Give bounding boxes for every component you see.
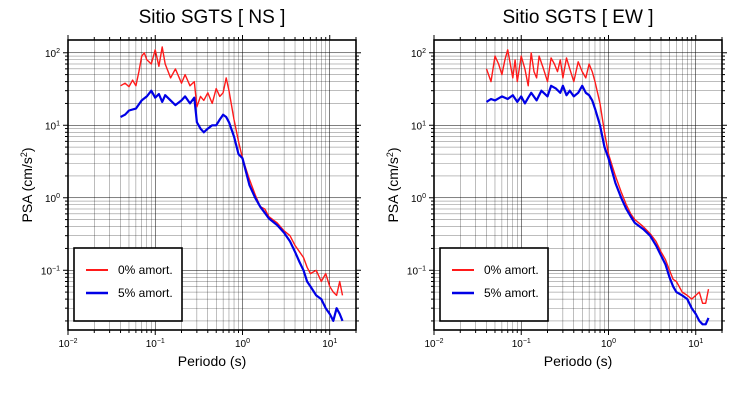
x-tick-label: 101 — [322, 338, 337, 350]
x-tick-label-base: 10 — [688, 339, 700, 350]
plot-frame — [67, 39, 357, 331]
y-tick-label: 10−1 — [41, 265, 60, 277]
x-tick-label-base: 10 — [58, 339, 70, 350]
chart-panel-2: Sitio SGTS [ EW ]10−2 10−1 100 10110−110010… — [385, 7, 727, 369]
y-tick-label-base: 10 — [45, 49, 57, 60]
x-tick-label-base: 10 — [235, 339, 247, 350]
y-tick-label: 100 — [45, 193, 60, 205]
x-tick-label: 10−2 — [424, 338, 443, 350]
y-tick-label: 102 — [411, 48, 426, 60]
x-tick-label-base: 10 — [424, 339, 436, 350]
series-line-damped — [119, 89, 344, 322]
y-axis-label: PSA (cm/s2) — [385, 147, 401, 222]
x-tick-label-base: 10 — [601, 339, 613, 350]
x-axis-label: Periodo (s) — [178, 353, 246, 369]
y-tick-label-base: 10 — [411, 194, 423, 205]
y-axis-label-close: ) — [19, 147, 35, 152]
x-tick-label: 10−1 — [146, 338, 165, 350]
chart-title: Sitio SGTS [ EW ] — [503, 7, 654, 28]
legend-label-damped: 5% amort. — [484, 286, 539, 300]
y-axis-label: PSA (cm/s2) — [19, 147, 35, 222]
x-tick-label-exponent: 1 — [333, 338, 337, 345]
x-tick-label-exponent: −2 — [70, 338, 78, 345]
y-tick-label-exponent: 1 — [56, 120, 60, 127]
series-line-undamped — [485, 49, 710, 304]
y-tick-label-exponent: −1 — [52, 265, 60, 272]
x-tick-label: 101 — [688, 338, 703, 350]
x-tick-label-exponent: −1 — [523, 338, 531, 345]
y-tick-label-base: 10 — [407, 266, 419, 277]
legend-label-undamped: 0% amort. — [118, 263, 173, 277]
x-tick-label: 100 — [601, 338, 616, 350]
legend-label-damped: 5% amort. — [118, 286, 173, 300]
y-tick-label-base: 10 — [411, 121, 423, 132]
y-axis-label-text: PSA (cm/s — [385, 157, 401, 222]
y-tick-label-exponent: 0 — [422, 193, 426, 200]
y-tick-label: 102 — [45, 48, 60, 60]
legend: 0% amort. 5% amort. — [439, 247, 549, 322]
x-axis-label: Periodo (s) — [544, 353, 612, 369]
chart-title: Sitio SGTS [ NS ] — [139, 7, 286, 28]
y-axis-label-superscript: 2 — [19, 152, 29, 157]
y-tick-label-base: 10 — [45, 194, 57, 205]
y-tick-label-exponent: 0 — [56, 193, 60, 200]
y-tick-label-base: 10 — [411, 49, 423, 60]
y-axis-label-superscript: 2 — [385, 152, 395, 157]
x-tick-label: 10−1 — [512, 338, 531, 350]
y-tick-label-exponent: 2 — [56, 48, 60, 55]
y-tick-label-exponent: 1 — [422, 120, 426, 127]
legend-box — [73, 247, 183, 322]
x-tick-label-base: 10 — [322, 339, 334, 350]
legend: 0% amort. 5% amort. — [73, 247, 183, 322]
plot-frame — [433, 39, 723, 331]
y-tick-label: 101 — [45, 120, 60, 132]
y-axis-label-close: ) — [385, 147, 401, 152]
series-line-damped — [485, 84, 710, 326]
y-tick-label: 10−1 — [407, 265, 426, 277]
y-tick-label-base: 10 — [41, 266, 53, 277]
y-tick-label-base: 10 — [45, 121, 57, 132]
x-tick-label-exponent: 0 — [246, 338, 250, 345]
series-line-undamped — [120, 46, 344, 297]
x-tick-label: 10−2 — [58, 338, 77, 350]
x-tick-label-exponent: −1 — [157, 338, 165, 345]
y-axis-label-text: PSA (cm/s — [19, 157, 35, 222]
y-tick-label: 101 — [411, 120, 426, 132]
x-tick-label: 100 — [235, 338, 250, 350]
x-tick-label-base: 10 — [512, 339, 524, 350]
x-tick-label-exponent: 1 — [699, 338, 703, 345]
y-tick-label-exponent: −1 — [418, 265, 426, 272]
x-tick-label-base: 10 — [146, 339, 158, 350]
x-tick-label-exponent: 0 — [612, 338, 616, 345]
y-tick-label: 100 — [411, 193, 426, 205]
chart-panel-1: Sitio SGTS [ NS ]10−2 10−1 100 10110−110010… — [19, 7, 361, 369]
y-tick-label-exponent: 2 — [422, 48, 426, 55]
legend-label-undamped: 0% amort. — [484, 263, 539, 277]
legend-box — [439, 247, 549, 322]
x-tick-label-exponent: −2 — [436, 338, 444, 345]
